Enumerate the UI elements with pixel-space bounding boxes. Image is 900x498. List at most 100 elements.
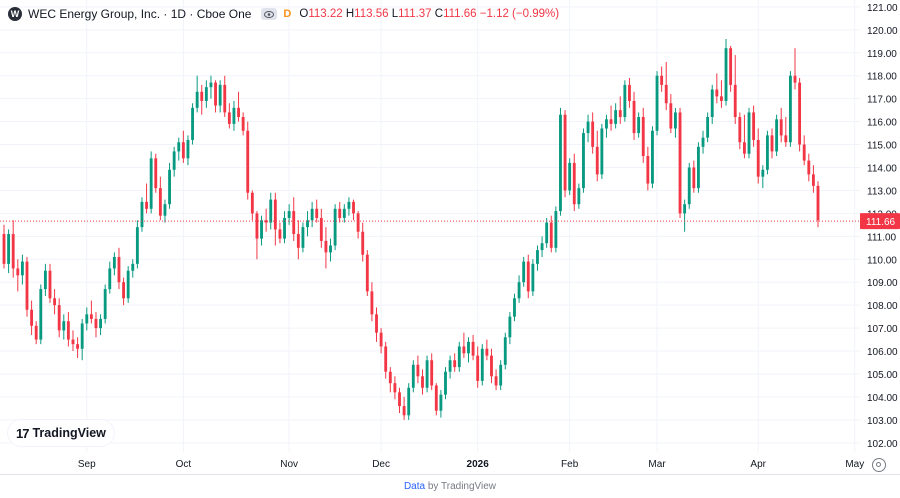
candle-body	[34, 325, 38, 340]
candle	[605, 114, 608, 138]
candle-body	[158, 188, 162, 216]
symbol-title[interactable]: WEC Energy Group, Inc. · 1D · Cboe One	[28, 7, 252, 21]
candle	[540, 236, 544, 257]
candle	[57, 298, 61, 338]
candle	[499, 360, 503, 391]
x-tick-label: Sep	[78, 459, 96, 470]
candle	[269, 192, 273, 230]
candle	[66, 312, 70, 347]
candle-body	[209, 82, 213, 88]
candle	[71, 330, 75, 352]
candle-body	[480, 348, 484, 381]
candle	[375, 307, 378, 342]
candle	[30, 300, 34, 335]
candle	[204, 80, 208, 108]
candle	[85, 307, 89, 331]
candle-body	[177, 142, 181, 152]
candle	[614, 103, 618, 129]
candle	[784, 117, 788, 147]
candle	[62, 314, 66, 340]
candle-body	[724, 48, 728, 101]
eye-icon[interactable]	[261, 8, 278, 20]
candle-body	[756, 139, 760, 177]
candle-body	[476, 355, 480, 381]
candle-body	[444, 371, 447, 395]
y-tick-label: 102.00	[867, 439, 898, 450]
y-tick-label: 110.00	[867, 255, 897, 266]
candle	[131, 259, 135, 278]
candle-body	[614, 110, 618, 124]
candle-body	[181, 142, 185, 159]
candle	[407, 383, 411, 420]
candle	[439, 390, 443, 418]
candle	[43, 263, 47, 296]
candle-body	[292, 211, 296, 235]
candle	[168, 162, 171, 209]
candle	[811, 165, 815, 193]
candle	[453, 353, 457, 372]
candle-body	[807, 160, 811, 175]
candle	[788, 71, 792, 147]
candle	[53, 289, 57, 315]
candle-body	[306, 220, 309, 228]
candle	[255, 211, 259, 260]
candle	[352, 199, 355, 221]
candle-body	[715, 89, 719, 97]
candle-body	[99, 318, 103, 329]
candle-body	[338, 208, 342, 218]
candle	[816, 181, 820, 228]
candle	[154, 153, 158, 193]
candle	[807, 153, 811, 182]
candle	[765, 130, 769, 175]
last-price-tag	[860, 213, 900, 230]
candle	[554, 206, 558, 253]
tradingview-logo[interactable]: 17 TradingView	[8, 420, 114, 446]
candle	[163, 199, 167, 223]
time-axis[interactable]: Sep Oct Nov Dec 2026 Feb Mar Apr May	[78, 459, 864, 470]
x-tick-label: Oct	[176, 459, 192, 470]
candle-body	[131, 263, 135, 271]
candle	[522, 256, 526, 287]
candle-body	[416, 364, 420, 377]
candle	[145, 183, 148, 214]
candle	[655, 71, 659, 136]
candle	[756, 128, 760, 184]
candle	[16, 259, 20, 292]
candle-body	[430, 360, 434, 386]
candle-body	[788, 75, 792, 143]
candle-body	[563, 114, 567, 191]
candle	[651, 126, 654, 189]
candle	[586, 114, 590, 143]
candle-body	[393, 383, 397, 393]
data-link[interactable]: Data	[403, 481, 426, 492]
candle	[701, 130, 705, 154]
candle-body	[195, 91, 199, 108]
candle	[388, 367, 392, 393]
candle-body	[39, 289, 43, 340]
candle	[99, 314, 103, 335]
candle-body	[301, 227, 305, 248]
candle	[80, 318, 84, 361]
x-tick-label: May	[845, 459, 864, 470]
candle	[191, 103, 194, 145]
logo-text: TradingView	[32, 426, 106, 440]
candle	[384, 341, 388, 379]
y-tick-label: 119.00	[867, 49, 897, 60]
candle	[108, 261, 112, 294]
candle-body	[531, 263, 535, 292]
candle-body	[361, 231, 365, 255]
candle	[503, 332, 507, 370]
candle-body	[683, 204, 687, 214]
candle	[89, 300, 93, 324]
candle	[411, 360, 415, 393]
candle	[697, 142, 700, 193]
candle-body	[568, 162, 572, 191]
candlestick-chart[interactable]: 102.00 103.00 104.00 105.00 106.00 107.00 108.…	[0, 0, 900, 475]
candle-body	[448, 360, 452, 372]
candle-body	[577, 188, 581, 205]
candle-body	[310, 208, 314, 221]
settings-icon[interactable]	[872, 458, 886, 472]
candle-body	[545, 222, 549, 244]
close-label: C	[434, 8, 444, 20]
candle-body	[407, 387, 411, 416]
